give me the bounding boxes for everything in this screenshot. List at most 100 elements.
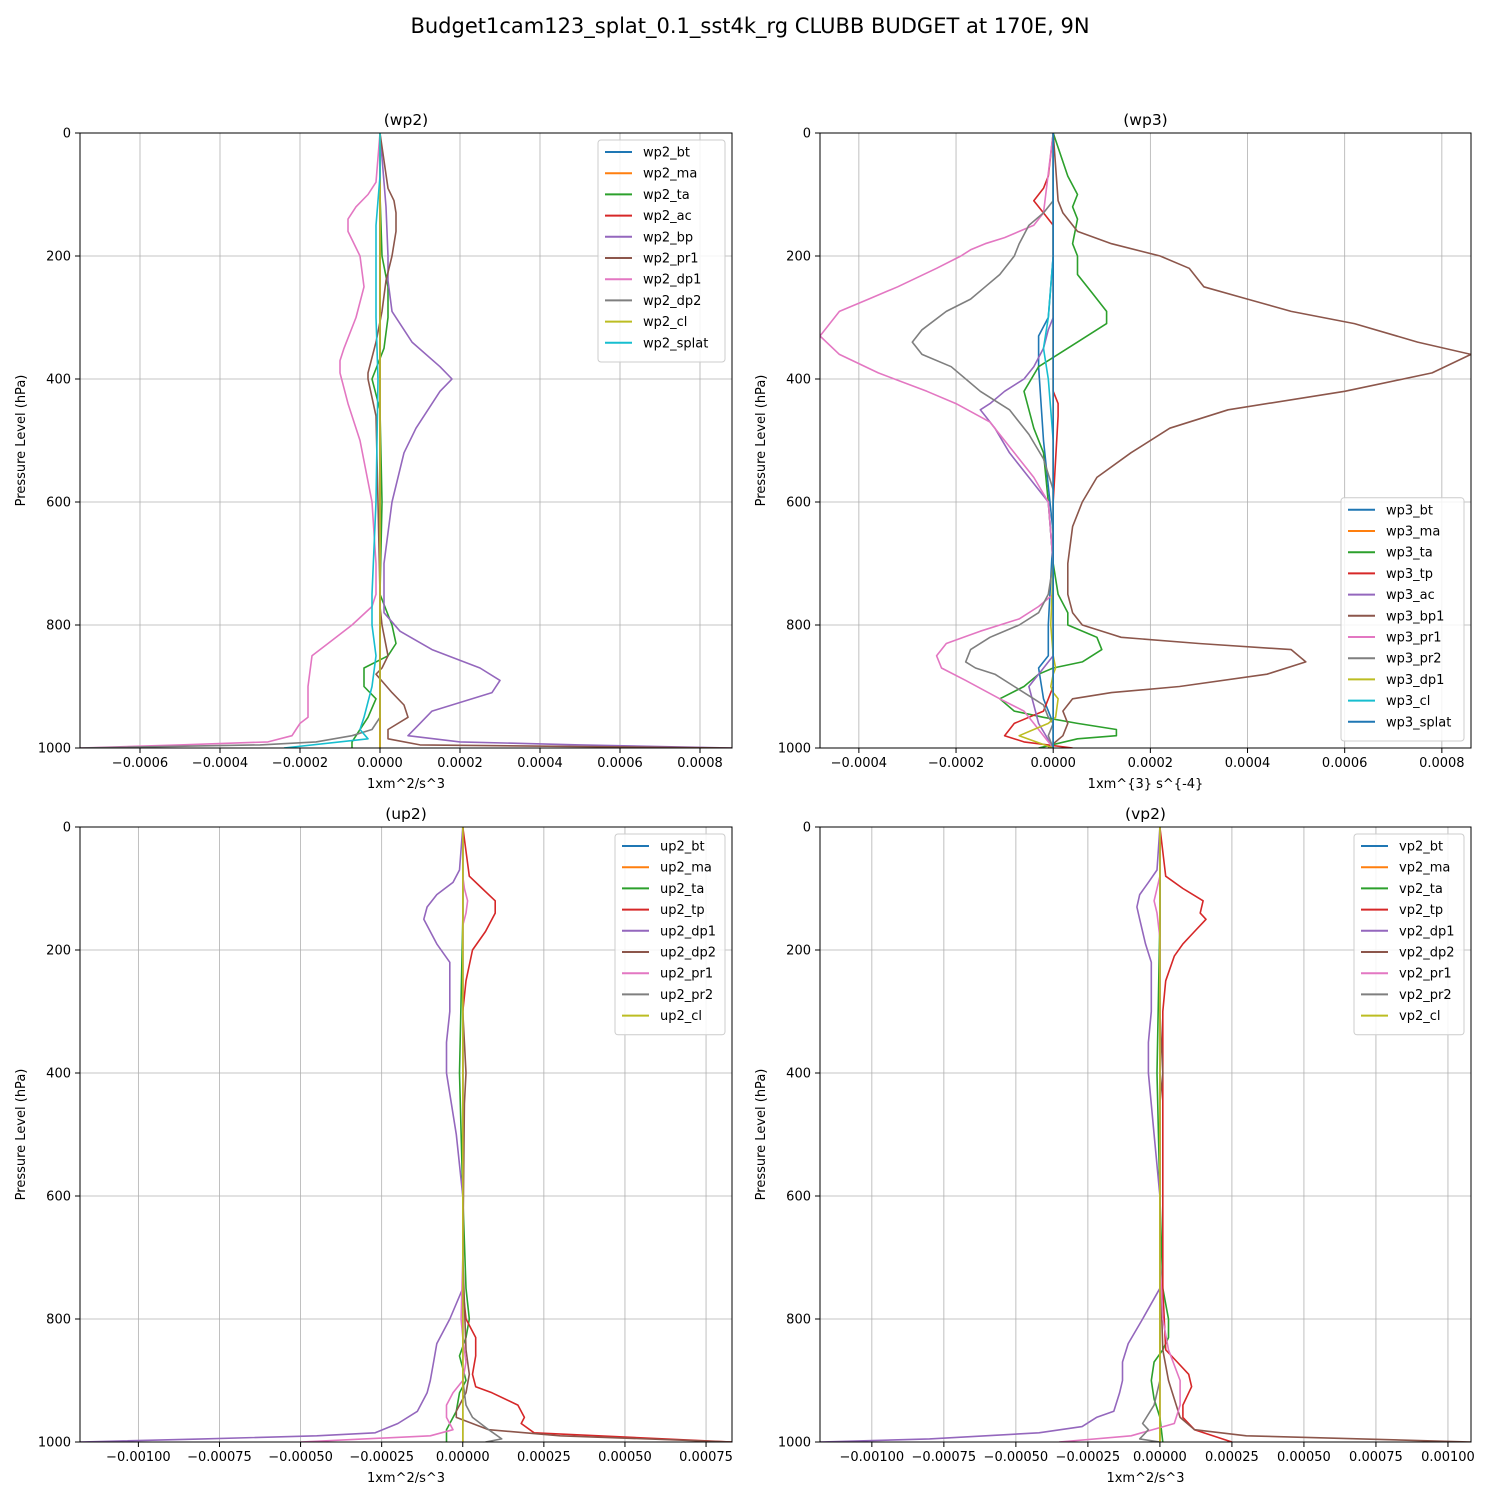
- x-tick-label: −0.0004: [831, 756, 887, 771]
- series-line-wp3_pr2: [911, 133, 1054, 748]
- y-tick-label: 800: [786, 1313, 811, 1328]
- legend-label: wp2_dp2: [643, 294, 701, 309]
- x-tick-label: 0.0004: [1225, 756, 1271, 771]
- panel-wp3: −0.0004 −0.0002 0.0000 0.0002 0.0004 0.0006 0.…: [754, 111, 1472, 792]
- legend-label: wp3_splat: [1386, 715, 1451, 730]
- legend-label: up2_bt: [660, 840, 705, 855]
- legend-label: up2_tp: [660, 903, 705, 918]
- legend-label: wp2_splat: [643, 336, 708, 351]
- series-line-wp2_ta: [351, 133, 397, 748]
- x-tick-label: −0.0002: [272, 756, 328, 771]
- y-tick-label: 200: [46, 944, 71, 959]
- legend: wp3_bt wp3_ma wp3_ta wp3_tp wp3_ac wp3_bp1 wp3…: [1340, 497, 1465, 742]
- x-axis-label: 1xm^2/s^3: [1106, 1471, 1184, 1486]
- legend-label: up2_dp2: [660, 946, 716, 961]
- axes-frame: [819, 826, 1472, 1443]
- y-tick-label: 0: [803, 821, 811, 836]
- y-tick-label: 0: [63, 127, 71, 142]
- y-tick-label: 1000: [778, 742, 811, 757]
- series-line-vp2_dp1: [820, 827, 1161, 1442]
- legend-label: vp2_pr2: [1399, 988, 1452, 1003]
- series-line-wp3_ta: [998, 133, 1118, 748]
- legend-label: vp2_pr1: [1399, 967, 1452, 982]
- x-axis: −0.00100 −0.00075 −0.00050 −0.00025 0.00000 0…: [840, 1442, 1475, 1465]
- x-tick-label: −0.00025: [349, 1450, 414, 1465]
- panel-title: (vp2): [1125, 805, 1166, 823]
- series-line-wp3_ac: [979, 133, 1054, 748]
- x-tick-label: 0.00100: [1421, 1450, 1475, 1465]
- series-line-wp3_bp1: [1047, 133, 1471, 748]
- legend-label: up2_pr2: [660, 988, 713, 1003]
- x-tick-label: 0.0006: [597, 756, 643, 771]
- legend-label: wp3_ac: [1386, 588, 1435, 603]
- y-axis: 0 200 400 600 800 1000: [778, 127, 820, 757]
- panel-title: (wp3): [1123, 111, 1167, 129]
- legend-label: vp2_ma: [1399, 861, 1450, 876]
- y-axis-label: Pressure Level (hPa): [14, 375, 29, 507]
- series-line-up2_pr1: [300, 827, 469, 1442]
- y-tick-label: 600: [46, 496, 71, 511]
- x-tick-label: −0.0004: [192, 756, 248, 771]
- y-tick-label: 800: [46, 619, 71, 634]
- y-tick-label: 1000: [38, 742, 71, 757]
- legend-label: up2_ta: [660, 882, 704, 897]
- y-axis: 0 200 400 600 800 1000: [38, 821, 80, 1451]
- x-axis-label: 1xm^2/s^3: [367, 1471, 445, 1486]
- x-tick-label: 0.0000: [357, 756, 403, 771]
- x-tick-label: −0.00050: [268, 1450, 333, 1465]
- legend-label: wp2_dp1: [643, 273, 701, 288]
- x-tick-label: −0.00075: [912, 1450, 977, 1465]
- legend-label: up2_dp1: [660, 924, 716, 939]
- series-line-wp3_tp: [1003, 133, 1073, 748]
- legend-label: vp2_dp1: [1399, 924, 1455, 939]
- axes-frame: [79, 132, 733, 749]
- y-tick-label: 400: [786, 1067, 811, 1082]
- series-group: [80, 827, 732, 1442]
- series-line-wp2_bp: [379, 133, 732, 748]
- x-tick-label: 0.00025: [517, 1450, 571, 1465]
- series-line-vp2_tp: [1159, 827, 1233, 1442]
- y-tick-label: 400: [46, 373, 71, 388]
- y-tick-label: 400: [786, 373, 811, 388]
- legend: vp2_bt vp2_ma vp2_ta vp2_tp vp2_dp1 vp2_dp2vp…: [1353, 833, 1465, 1036]
- y-tick-label: 200: [786, 250, 811, 265]
- y-tick-label: 200: [46, 250, 71, 265]
- legend-label: wp3_pr1: [1386, 631, 1442, 646]
- x-tick-label: 0.0000: [1030, 756, 1076, 771]
- y-axis-label: Pressure Level (hPa): [754, 375, 769, 507]
- series-line-wp3_bt: [1037, 133, 1054, 748]
- panel-vp2: −0.00100 −0.00075 −0.00050 −0.00025 0.00000 0…: [754, 805, 1475, 1486]
- legend-label: vp2_cl: [1399, 1009, 1440, 1024]
- axes-frame: [79, 826, 733, 1443]
- series-line-wp3_pr1: [820, 133, 1054, 748]
- y-tick-label: 600: [46, 1190, 71, 1205]
- legend-label: vp2_ta: [1399, 882, 1443, 897]
- panel-title: (up2): [385, 805, 427, 823]
- series-line-up2_pr2: [461, 827, 503, 1442]
- legend-box: [597, 139, 726, 363]
- legend-label: wp2_ma: [643, 167, 697, 182]
- series-line-up2_dp2: [455, 827, 732, 1442]
- x-tick-label: 0.00000: [436, 1450, 490, 1465]
- x-tick-label: −0.0006: [112, 756, 168, 771]
- series-line-wp3_dp1: [1018, 133, 1059, 748]
- legend-label: wp2_bt: [643, 146, 690, 161]
- x-tick-label: 0.00075: [1349, 1450, 1403, 1465]
- x-tick-label: −0.0002: [928, 756, 984, 771]
- x-axis-label: 1xm^{3} s^{-4}: [1088, 777, 1204, 792]
- x-tick-label: −0.00075: [187, 1450, 252, 1465]
- legend-label: wp3_ta: [1386, 546, 1433, 561]
- legend-label: wp2_ac: [643, 209, 692, 224]
- series-group: [820, 827, 1471, 1442]
- legend-label: wp3_ma: [1386, 525, 1440, 540]
- y-tick-label: 400: [46, 1067, 71, 1082]
- y-tick-label: 600: [786, 1190, 811, 1205]
- legend-label: up2_pr1: [660, 967, 713, 982]
- series-line-wp2_pr1: [367, 133, 732, 748]
- x-tick-label: 0.0006: [1322, 756, 1368, 771]
- series-group: [820, 133, 1471, 748]
- x-tick-label: −0.00100: [106, 1450, 171, 1465]
- y-tick-label: 800: [786, 619, 811, 634]
- legend-label: vp2_tp: [1399, 903, 1443, 918]
- x-tick-label: 0.0008: [677, 756, 723, 771]
